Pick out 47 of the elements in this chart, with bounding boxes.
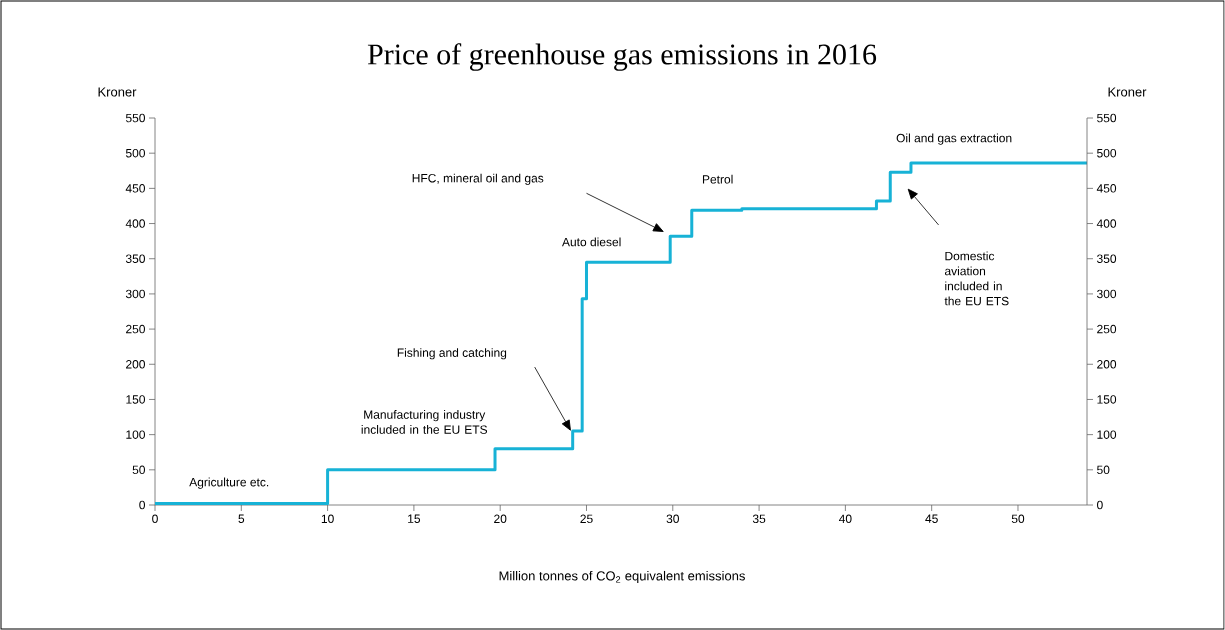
y2-tick-label: 550 — [1097, 113, 1117, 123]
x-tick-label: 15 — [408, 514, 421, 523]
y-tick-label: 50 — [132, 465, 146, 475]
annotation: Domestic aviation included in the EU ETS — [944, 251, 1009, 306]
y2-tick-label: 150 — [1097, 395, 1117, 404]
y-tick-label: 550 — [125, 113, 145, 123]
x-tick-label: 50 — [1011, 514, 1025, 524]
y-tick-label: 400 — [125, 219, 145, 228]
y2-tick-label: 50 — [1097, 465, 1110, 475]
x-tick-label: 20 — [494, 514, 507, 524]
x-tick-label: 40 — [838, 514, 852, 524]
y2-tick-label: 300 — [1097, 289, 1117, 299]
x-tick-label: 10 — [321, 514, 334, 524]
annotation: Petrol — [702, 174, 733, 184]
y-tick-label: 500 — [125, 148, 145, 158]
y-tick-label: 150 — [126, 395, 145, 404]
x-tick-label: 30 — [666, 514, 679, 524]
y-axis-title: Kroner — [98, 87, 137, 97]
x-axis-title: Million tonnes of CO$_{2}$ equivalent emissions — [499, 570, 745, 584]
y2-tick-label: 100 — [1097, 430, 1117, 439]
y2-tick-label: 450 — [1096, 184, 1117, 193]
y2-tick-label: 250 — [1097, 324, 1117, 334]
y2-axis-title: Kroner — [1108, 87, 1147, 97]
x-tick-label: 25 — [580, 514, 593, 524]
y2-tick-label: 500 — [1097, 148, 1117, 158]
y2-tick-label: 400 — [1096, 219, 1117, 228]
y-tick-label: 200 — [126, 360, 145, 369]
annotation: Fishing and catching — [397, 348, 507, 360]
x-tick-label: 45 — [925, 514, 938, 523]
y-tick-label: 300 — [125, 289, 145, 299]
annotation: Agriculture etc. — [189, 477, 269, 489]
y2-tick-label: 350 — [1097, 254, 1117, 263]
y-tick-label: 100 — [126, 430, 145, 439]
y-tick-label: 0 — [139, 500, 146, 510]
y2-tick-label: 200 — [1097, 360, 1117, 369]
annotation: HFC, mineral oil and gas — [412, 173, 544, 185]
chart-title: Price of greenhouse gas emissions in 2016 — [367, 43, 877, 71]
y2-tick-label: 0 — [1097, 500, 1103, 510]
x-tick-label: 35 — [752, 514, 766, 524]
x-tick-label: 5 — [238, 514, 245, 523]
annotation: Manufacturing industry included in the EU ETS — [361, 410, 488, 434]
y-tick-label: 250 — [126, 324, 145, 334]
x-tick-label: 0 — [152, 514, 158, 524]
annotation: Auto diesel — [562, 237, 621, 247]
y-tick-label: 450 — [125, 184, 145, 193]
annotation: Oil and gas extraction — [896, 133, 1012, 145]
y-tick-label: 350 — [125, 254, 145, 263]
